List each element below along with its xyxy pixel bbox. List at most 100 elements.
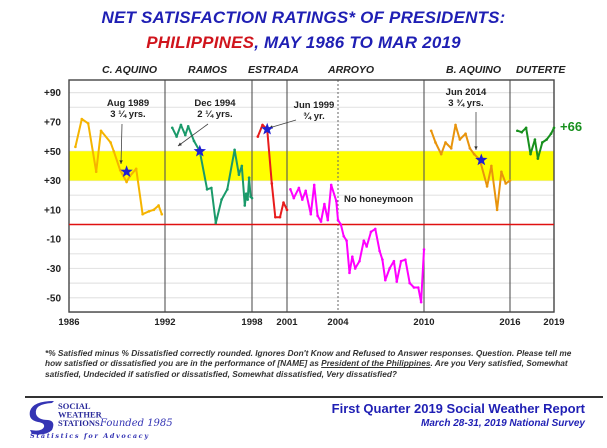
chart-title-line1: NET SATISFACTION RATINGS* OF PRESIDENTS: xyxy=(101,8,506,27)
data-point xyxy=(147,210,151,213)
data-point xyxy=(214,221,218,225)
data-point xyxy=(490,164,493,168)
data-point xyxy=(170,126,174,130)
data-point xyxy=(323,202,326,206)
data-point xyxy=(326,218,330,222)
data-point xyxy=(412,286,416,289)
marker-label-tenure: 2 ¼ yrs. xyxy=(197,109,232,120)
data-point xyxy=(339,223,343,226)
annotation-arrow-line xyxy=(268,119,297,129)
data-point xyxy=(250,196,254,200)
y-tick-label: +90 xyxy=(44,88,61,99)
data-point xyxy=(384,278,387,282)
data-point xyxy=(378,249,381,253)
data-point xyxy=(468,147,472,150)
y-tick-label: -30 xyxy=(47,264,62,275)
sws-logo: SOCIAL WEATHER STATIONS Founded 1985 Sta… xyxy=(28,400,178,442)
x-tick-label: 1998 xyxy=(241,317,262,328)
footnote-text-2: . Are you Very satisfied, Somewhat satis… xyxy=(45,358,568,379)
logo-line3: STATIONS xyxy=(58,418,100,428)
data-point xyxy=(533,138,537,141)
logo-tagline: Statistics for Advocacy xyxy=(30,432,150,440)
data-point xyxy=(261,123,264,127)
data-point xyxy=(336,218,340,222)
data-point xyxy=(237,173,241,176)
president-label: RAMOS xyxy=(188,64,228,76)
data-point xyxy=(112,149,116,153)
president-label: B. AQUINO xyxy=(446,64,502,76)
data-point xyxy=(419,300,423,304)
data-point xyxy=(74,145,77,149)
marker-label-date: Dec 1994 xyxy=(194,98,236,109)
data-point xyxy=(210,186,213,190)
logo-line2: WEATHER xyxy=(58,410,103,420)
y-tick-label: +30 xyxy=(44,176,61,187)
data-point xyxy=(109,141,112,144)
data-point xyxy=(404,258,407,261)
data-point xyxy=(304,189,308,193)
data-point xyxy=(464,132,467,135)
president-label: ESTRADA xyxy=(248,64,299,76)
data-point xyxy=(244,192,248,196)
data-point xyxy=(125,180,128,184)
logo-founded: Founded 1985 xyxy=(99,418,173,429)
data-point xyxy=(335,199,338,203)
president-label: ARROYO xyxy=(328,64,375,76)
data-point xyxy=(540,141,544,144)
data-point xyxy=(454,123,457,127)
data-point xyxy=(495,208,499,212)
data-point xyxy=(549,132,553,135)
data-point xyxy=(118,168,122,172)
data-point xyxy=(220,198,223,201)
x-tick-label: 2001 xyxy=(276,317,298,328)
data-point xyxy=(301,198,304,201)
star-marker-icon xyxy=(475,153,488,166)
data-point xyxy=(545,138,548,141)
data-point xyxy=(94,170,98,174)
data-point xyxy=(449,147,453,150)
data-point xyxy=(536,157,540,160)
data-point xyxy=(282,201,285,204)
x-tick-label: 2019 xyxy=(543,317,564,328)
footnote: *% Satisfied minus % Dissatisfied correc… xyxy=(45,348,585,379)
marker-label-tenure: 3 ¼ yrs. xyxy=(110,109,145,120)
target-band xyxy=(69,151,554,181)
star-marker-icon xyxy=(120,165,133,177)
data-point xyxy=(312,183,316,187)
data-point xyxy=(399,259,403,263)
logo-line1: SOCIAL xyxy=(58,401,91,411)
data-point xyxy=(247,176,251,179)
data-point xyxy=(373,227,377,231)
data-point xyxy=(186,125,190,128)
annotation-arrow-line xyxy=(177,123,209,147)
data-point xyxy=(524,126,528,130)
plot-frame xyxy=(68,79,555,313)
data-point xyxy=(184,133,187,137)
data-point xyxy=(256,135,260,138)
title-period: , MAY 1986 TO MAR 2019 xyxy=(254,33,461,52)
data-point xyxy=(157,204,160,207)
data-point xyxy=(86,122,90,125)
chart-title-line2: PHILIPPINES, MAY 1986 TO MAR 2019 xyxy=(0,33,607,53)
data-point xyxy=(134,167,138,171)
data-point xyxy=(285,208,289,212)
x-tick-label: 1986 xyxy=(58,317,79,328)
data-point xyxy=(529,152,532,156)
y-tick-label: +50 xyxy=(44,147,61,158)
data-point xyxy=(358,259,361,263)
data-point xyxy=(179,123,183,127)
data-point xyxy=(175,135,178,138)
title-country: PHILIPPINES xyxy=(146,33,255,52)
president-label: C. AQUINO xyxy=(102,64,158,76)
series-line-duterte xyxy=(516,126,555,160)
footnote-text-1: *% Satisfied minus % Dissatisfied correc… xyxy=(45,348,572,369)
marker-label-tenure: 3 ¾ yrs. xyxy=(448,98,483,109)
data-point xyxy=(439,152,443,156)
data-point xyxy=(516,129,519,133)
data-point xyxy=(319,220,323,223)
data-point xyxy=(289,188,292,191)
arrowhead-icon xyxy=(119,160,123,164)
data-point xyxy=(422,248,426,251)
data-point xyxy=(434,141,437,144)
data-point xyxy=(345,239,348,242)
